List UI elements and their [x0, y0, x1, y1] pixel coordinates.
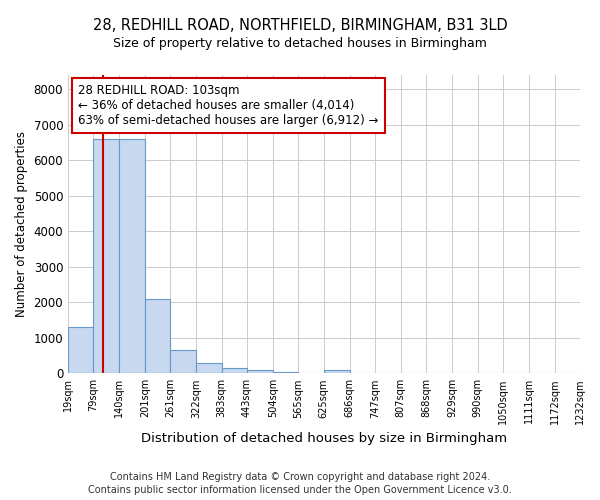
Bar — [170, 350, 196, 374]
Bar — [221, 368, 247, 374]
Bar — [324, 370, 350, 374]
Bar — [247, 370, 273, 374]
Bar — [273, 372, 298, 374]
Bar — [68, 327, 94, 374]
Text: 28 REDHILL ROAD: 103sqm
← 36% of detached houses are smaller (4,014)
63% of semi: 28 REDHILL ROAD: 103sqm ← 36% of detache… — [78, 84, 379, 127]
X-axis label: Distribution of detached houses by size in Birmingham: Distribution of detached houses by size … — [141, 432, 507, 445]
Bar — [119, 139, 145, 374]
Y-axis label: Number of detached properties: Number of detached properties — [15, 131, 28, 317]
Bar — [94, 139, 119, 374]
Text: 28, REDHILL ROAD, NORTHFIELD, BIRMINGHAM, B31 3LD: 28, REDHILL ROAD, NORTHFIELD, BIRMINGHAM… — [92, 18, 508, 32]
Text: Size of property relative to detached houses in Birmingham: Size of property relative to detached ho… — [113, 38, 487, 51]
Bar — [145, 298, 170, 374]
Bar — [298, 372, 324, 374]
Text: Contains public sector information licensed under the Open Government Licence v3: Contains public sector information licen… — [88, 485, 512, 495]
Bar — [196, 362, 221, 374]
Text: Contains HM Land Registry data © Crown copyright and database right 2024.: Contains HM Land Registry data © Crown c… — [110, 472, 490, 482]
